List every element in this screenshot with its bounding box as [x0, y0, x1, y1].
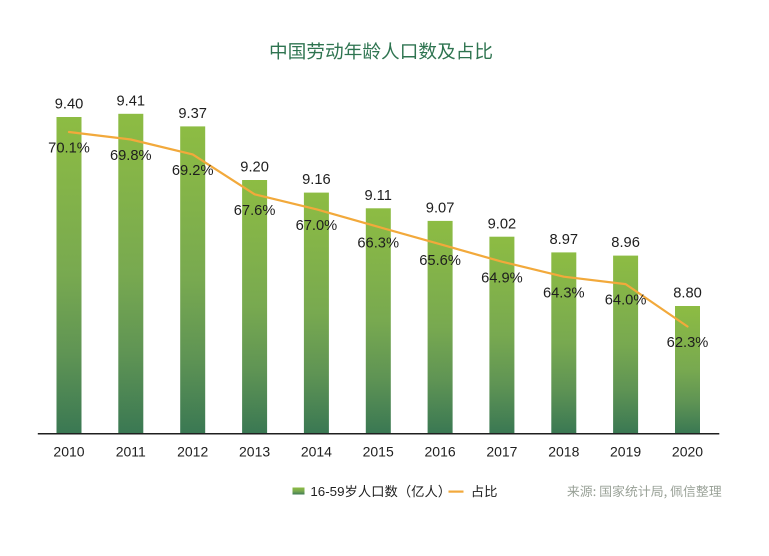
- svg-text:9.40: 9.40: [55, 97, 84, 113]
- svg-text:67.6%: 67.6%: [234, 203, 276, 219]
- svg-text:2016: 2016: [425, 443, 456, 459]
- svg-text:64.9%: 64.9%: [481, 270, 523, 286]
- svg-text:64.0%: 64.0%: [605, 293, 647, 309]
- svg-text:8.96: 8.96: [611, 235, 640, 251]
- svg-text:2013: 2013: [239, 443, 270, 459]
- svg-text:8.97: 8.97: [550, 232, 579, 248]
- svg-text:16-59: 16-59: [310, 484, 344, 499]
- svg-text:2020: 2020: [672, 443, 703, 459]
- svg-text:2017: 2017: [486, 443, 517, 459]
- svg-text:65.6%: 65.6%: [419, 253, 461, 269]
- svg-text:64.3%: 64.3%: [543, 285, 585, 301]
- svg-text:9.16: 9.16: [302, 172, 331, 188]
- svg-text:69.2%: 69.2%: [172, 163, 214, 179]
- svg-text:9.07: 9.07: [426, 201, 455, 217]
- svg-text:2011: 2011: [116, 443, 146, 459]
- svg-text:9.02: 9.02: [488, 216, 517, 232]
- svg-text:9.37: 9.37: [178, 106, 207, 122]
- svg-text:9.20: 9.20: [240, 160, 269, 176]
- svg-text:2019: 2019: [610, 443, 641, 459]
- svg-text:2012: 2012: [177, 443, 208, 459]
- svg-text:66.3%: 66.3%: [357, 235, 399, 251]
- svg-text:2010: 2010: [53, 443, 84, 459]
- svg-text:9.41: 9.41: [117, 93, 146, 109]
- svg-text:70.1%: 70.1%: [48, 141, 90, 157]
- svg-text:9.11: 9.11: [364, 188, 392, 204]
- svg-text:62.3%: 62.3%: [667, 335, 709, 351]
- svg-text:2018: 2018: [548, 443, 579, 459]
- svg-text:67.0%: 67.0%: [296, 218, 338, 234]
- svg-text:69.8%: 69.8%: [110, 148, 152, 164]
- svg-text:2015: 2015: [363, 443, 394, 459]
- svg-text:2014: 2014: [301, 443, 332, 459]
- svg-text:8.80: 8.80: [673, 286, 702, 302]
